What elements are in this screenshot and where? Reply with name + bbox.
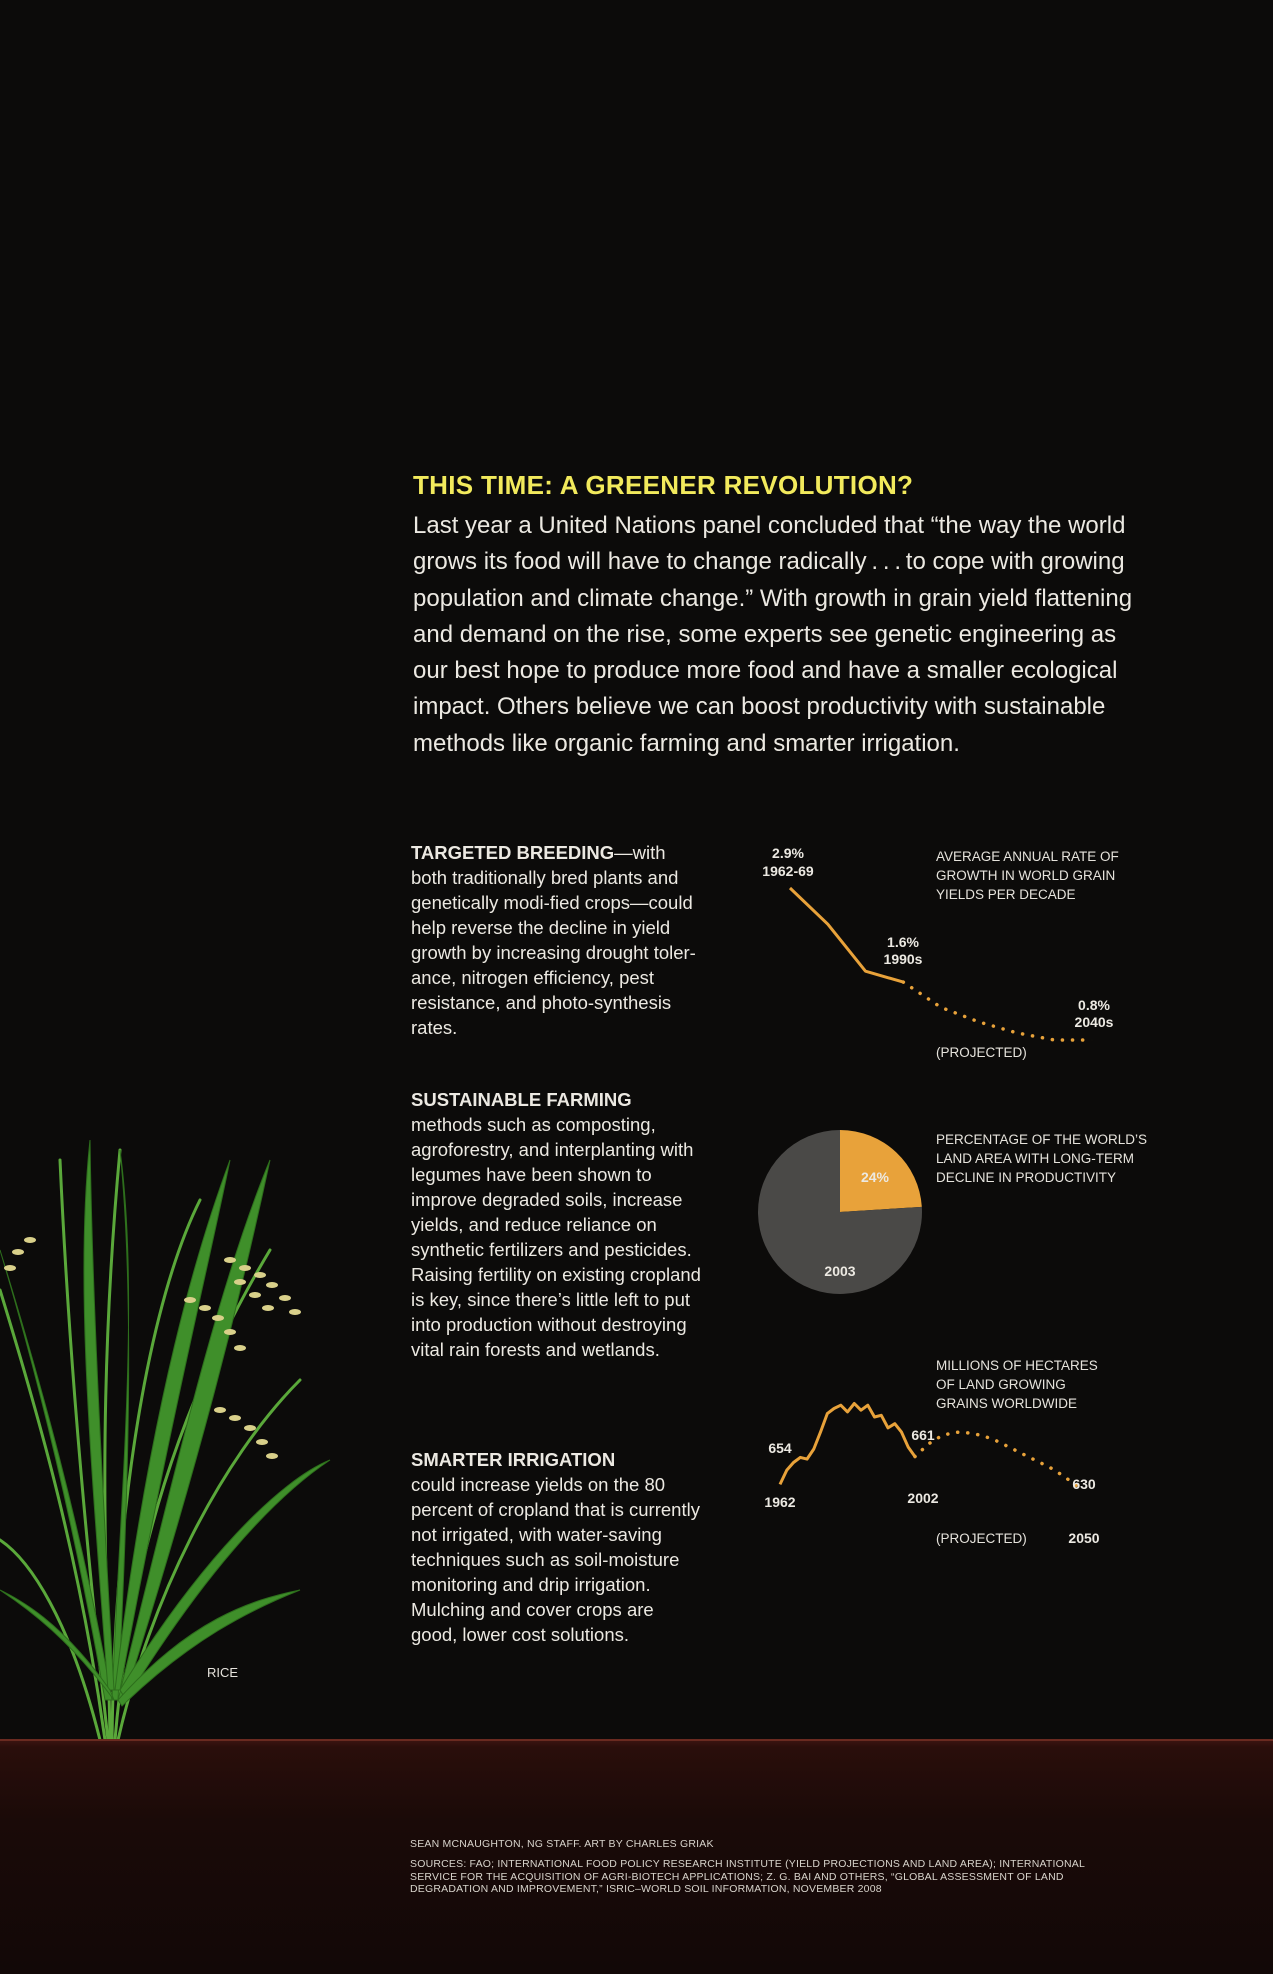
grain-land-chart — [778, 1402, 1079, 1488]
pie-slice — [840, 1130, 922, 1212]
hectares-start-value-label: 654 — [768, 1440, 792, 1456]
hectares-actual-series-line — [778, 1402, 917, 1486]
yield-value-label: 0.8% — [1078, 997, 1110, 1013]
rice-plant-illustration — [0, 1139, 331, 1801]
section-body: —with both traditionally bred plants and… — [411, 842, 696, 1038]
hectares-year-label: 2002 — [907, 1490, 938, 1506]
headline: THIS TIME: A GREENER REVOLUTION? — [413, 470, 914, 500]
yield-value-label: 2.9% — [772, 845, 804, 861]
intro-paragraph: Last year a United Nations panel conclud… — [413, 512, 1133, 757]
land-decline-pie-chart — [758, 1130, 922, 1294]
yield-chart-title: AVERAGE ANNUAL RATE OF GROWTH IN WORLD G… — [936, 849, 1119, 902]
rice-label: RICE — [207, 1665, 239, 1680]
hectares-2002-value-label: 661 — [911, 1427, 935, 1443]
hectares-projected-series-line — [913, 1430, 1079, 1488]
yield-growth-chart — [788, 886, 1094, 1042]
yield-period-label: 1962-69 — [762, 863, 814, 879]
pie-year-label: 2003 — [824, 1263, 855, 1279]
yield-projected-label: (PROJECTED) — [936, 1045, 1027, 1060]
section-lead: TARGETED BREEDING — [411, 842, 615, 863]
section-lead: SMARTER IRRIGATION — [411, 1449, 616, 1470]
section-sustainable-farming: SUSTAINABLE FARMING methods such as compo… — [411, 1087, 701, 1362]
yield-actual-series-line — [788, 886, 904, 984]
pie-slice — [758, 1130, 922, 1294]
section-smarter-irrigation: SMARTER IRRIGATION could increase yields … — [411, 1447, 701, 1647]
yield-value-label: 1.6% — [887, 934, 919, 950]
hectares-chart-title: MILLIONS OF HECTARES OF LAND GROWING GRA… — [936, 1358, 1098, 1411]
credit-line: SEAN MCNAUGHTON, NG STAFF. ART BY CHARLE… — [410, 1838, 714, 1850]
hectares-year-label: 2050 — [1068, 1530, 1099, 1546]
hectares-2050-value-label: 630 — [1072, 1476, 1096, 1492]
soil-line — [0, 1739, 1273, 1742]
yield-projected-series-line — [901, 980, 1094, 1042]
section-body: methods such as composting, agroforestry… — [411, 1114, 701, 1360]
pie-chart-title: PERCENTAGE OF THE WORLD’S LAND AREA WITH… — [936, 1132, 1148, 1185]
hectares-projected-label: (PROJECTED) — [936, 1531, 1027, 1546]
section-lead: SUSTAINABLE FARMING — [411, 1089, 632, 1110]
hectares-year-label: 1962 — [764, 1494, 795, 1510]
yield-period-label: 2040s — [1075, 1014, 1114, 1030]
yield-period-label: 1990s — [884, 951, 923, 967]
section-targeted-breeding: TARGETED BREEDING—with both traditionall… — [411, 840, 701, 1040]
soil-band — [0, 1741, 1273, 1974]
sources-line: SOURCES: FAO; INTERNATIONAL FOOD POLICY … — [410, 1858, 1085, 1895]
pie-slice-label: 24% — [861, 1169, 890, 1185]
section-body: could increase yields on the 80 percent … — [411, 1474, 700, 1645]
